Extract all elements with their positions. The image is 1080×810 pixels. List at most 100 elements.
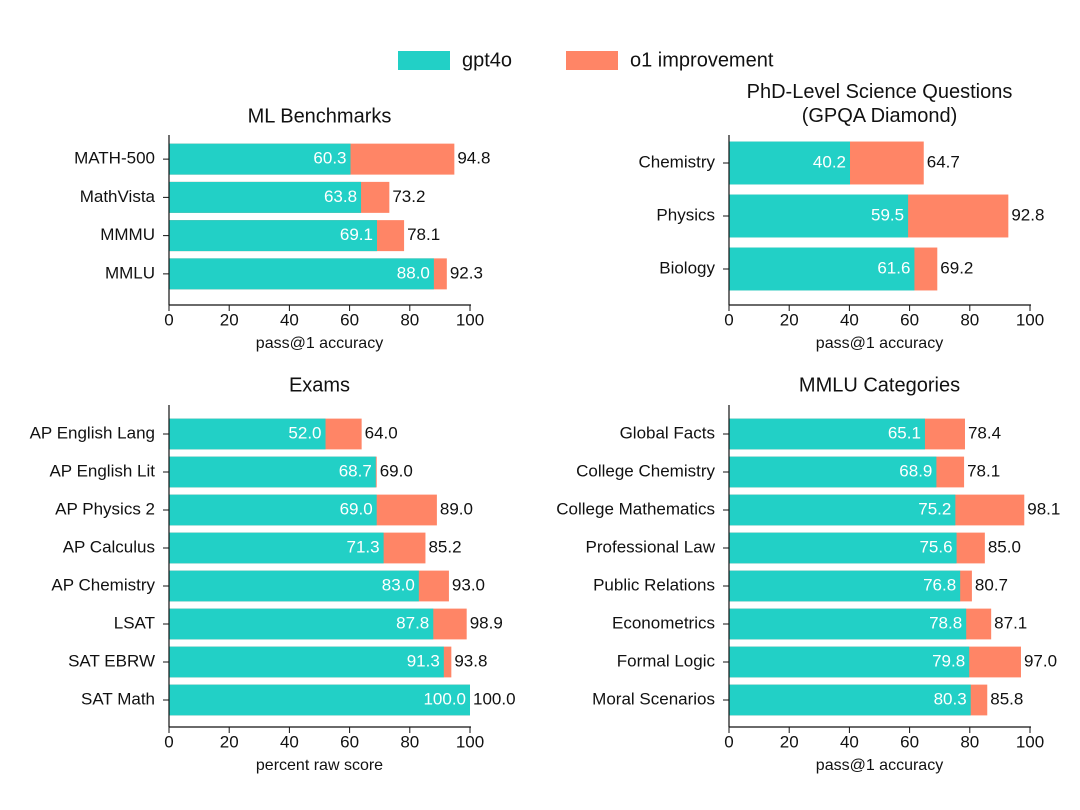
x-tick-label: 60 (900, 732, 919, 751)
x-axis-label: pass@1 accuracy (816, 757, 943, 774)
y-tick-label: College Chemistry (576, 461, 715, 480)
y-tick-label: AP Chemistry (51, 575, 155, 594)
value-label: 64.7 (927, 152, 960, 171)
x-tick-label: 100 (456, 732, 484, 751)
bar (729, 141, 851, 185)
value-label: 85.2 (428, 537, 461, 556)
subplot-title: ML Benchmarks (248, 105, 392, 127)
y-tick-label: Formal Logic (617, 651, 716, 670)
value-label: 92.3 (450, 263, 483, 282)
y-tick-label: Global Facts (620, 423, 715, 442)
x-tick-label: 80 (960, 310, 979, 329)
y-tick-label: MMLU (105, 263, 155, 282)
x-tick-label: 0 (164, 310, 173, 329)
y-tick-label: SAT Math (81, 689, 155, 708)
value-label: 78.1 (407, 225, 440, 244)
value-label: 78.8 (929, 613, 962, 632)
value-label: 68.7 (339, 461, 372, 480)
x-axis-label: pass@1 accuracy (256, 335, 383, 352)
x-tick-label: 0 (164, 732, 173, 751)
value-label: 80.3 (934, 689, 967, 708)
y-tick-label: AP Physics 2 (55, 499, 155, 518)
x-tick-label: 40 (840, 310, 859, 329)
bar (169, 143, 351, 175)
subplot-title: Exams (289, 374, 350, 396)
value-label: 73.2 (392, 187, 425, 206)
y-tick-label: Moral Scenarios (592, 689, 715, 708)
legend-label: gpt4o (462, 49, 512, 71)
x-tick-label: 60 (340, 732, 359, 751)
value-label: 59.5 (871, 205, 904, 224)
x-tick-label: 60 (900, 310, 919, 329)
x-tick-label: 40 (280, 310, 299, 329)
value-label: 40.2 (813, 152, 846, 171)
y-tick-label: Physics (656, 205, 715, 224)
value-label: 65.1 (888, 423, 921, 442)
x-tick-label: 20 (220, 310, 239, 329)
value-label: 98.1 (1027, 499, 1060, 518)
x-tick-label: 100 (1016, 310, 1044, 329)
value-label: 100.0 (423, 689, 466, 708)
bar (729, 646, 970, 678)
bar (729, 608, 967, 640)
value-label: 100.0 (473, 689, 516, 708)
value-label: 61.6 (877, 258, 910, 277)
bar (169, 456, 376, 488)
x-tick-label: 80 (960, 732, 979, 751)
y-tick-label: SAT EBRW (68, 651, 155, 670)
y-tick-label: Professional Law (586, 537, 716, 556)
value-label: 88.0 (397, 263, 430, 282)
value-label: 93.8 (454, 651, 487, 670)
bar (729, 456, 937, 488)
x-tick-label: 20 (220, 732, 239, 751)
legend-swatch (398, 51, 450, 70)
x-axis-label: percent raw score (256, 757, 383, 774)
y-tick-label: LSAT (114, 613, 155, 632)
bar (169, 181, 362, 213)
legend-label: o1 improvement (630, 49, 774, 71)
value-label: 93.0 (452, 575, 485, 594)
value-label: 69.2 (940, 258, 973, 277)
value-label: 87.8 (396, 613, 429, 632)
x-tick-label: 20 (780, 310, 799, 329)
bar (169, 258, 434, 290)
value-label: 85.0 (988, 537, 1021, 556)
x-tick-label: 40 (840, 732, 859, 751)
y-tick-label: College Mathematics (556, 499, 715, 518)
bar (169, 570, 419, 602)
x-tick-label: 0 (724, 732, 733, 751)
y-tick-label: MATH-500 (74, 149, 155, 168)
y-tick-label: Public Relations (593, 575, 715, 594)
bar (729, 532, 957, 564)
value-label: 78.4 (968, 423, 1001, 442)
bar (169, 220, 377, 252)
value-label: 71.3 (347, 537, 380, 556)
value-label: 89.0 (440, 499, 473, 518)
y-tick-label: Chemistry (638, 152, 715, 171)
value-label: 60.3 (313, 149, 346, 168)
x-tick-label: 20 (780, 732, 799, 751)
bar (169, 684, 470, 716)
value-label: 83.0 (382, 575, 415, 594)
x-tick-label: 100 (456, 310, 484, 329)
value-label: 75.2 (918, 499, 951, 518)
bar (729, 570, 961, 602)
y-tick-label: Biology (659, 258, 715, 277)
x-tick-label: 60 (340, 310, 359, 329)
value-label: 78.1 (967, 461, 1000, 480)
value-label: 80.7 (975, 575, 1008, 594)
value-label: 79.8 (932, 651, 965, 670)
x-tick-label: 40 (280, 732, 299, 751)
value-label: 85.8 (990, 689, 1023, 708)
x-tick-label: 100 (1016, 732, 1044, 751)
bar (169, 418, 326, 450)
subplot-title: MMLU Categories (799, 374, 960, 396)
value-label: 69.0 (340, 499, 373, 518)
value-label: 69.0 (380, 461, 413, 480)
bar (729, 247, 915, 291)
subplot-title: PhD-Level Science Questions (GPQA Diamond… (747, 81, 1013, 127)
x-tick-label: 80 (400, 310, 419, 329)
y-tick-label: AP English Lit (49, 461, 155, 480)
value-label: 64.0 (365, 423, 398, 442)
